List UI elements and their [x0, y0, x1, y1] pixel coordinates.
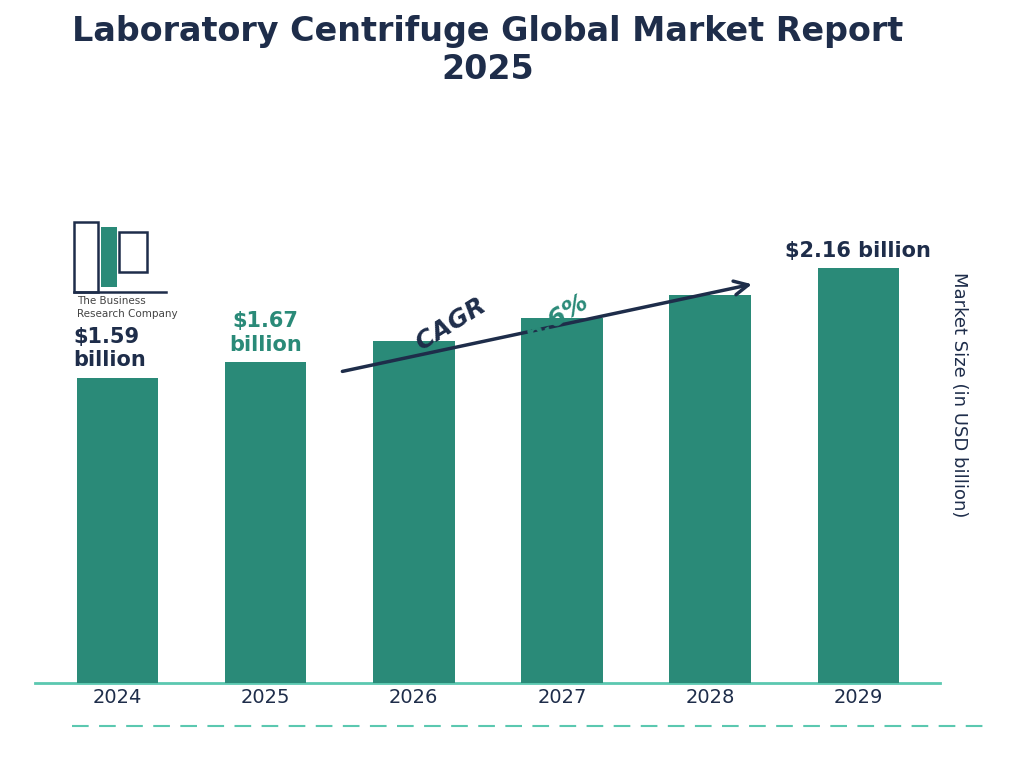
Bar — [77, 378, 158, 683]
FancyBboxPatch shape — [100, 227, 117, 287]
Bar — [373, 341, 455, 683]
Text: The Business
Research Company: The Business Research Company — [77, 296, 177, 319]
Text: $1.67
billion: $1.67 billion — [229, 312, 302, 355]
Y-axis label: Market Size (in USD billion): Market Size (in USD billion) — [950, 273, 968, 518]
Text: CAGR: CAGR — [413, 289, 499, 355]
Text: $1.59
billion: $1.59 billion — [73, 327, 145, 370]
Text: $2.16 billion: $2.16 billion — [785, 240, 931, 260]
Title: Laboratory Centrifuge Global Market Report
2025: Laboratory Centrifuge Global Market Repo… — [73, 15, 903, 86]
Bar — [817, 268, 899, 683]
Bar — [225, 362, 306, 683]
FancyBboxPatch shape — [120, 233, 147, 273]
Bar — [521, 318, 603, 683]
Text: 6.6%: 6.6% — [522, 289, 593, 346]
Bar — [670, 295, 751, 683]
FancyBboxPatch shape — [74, 223, 98, 293]
